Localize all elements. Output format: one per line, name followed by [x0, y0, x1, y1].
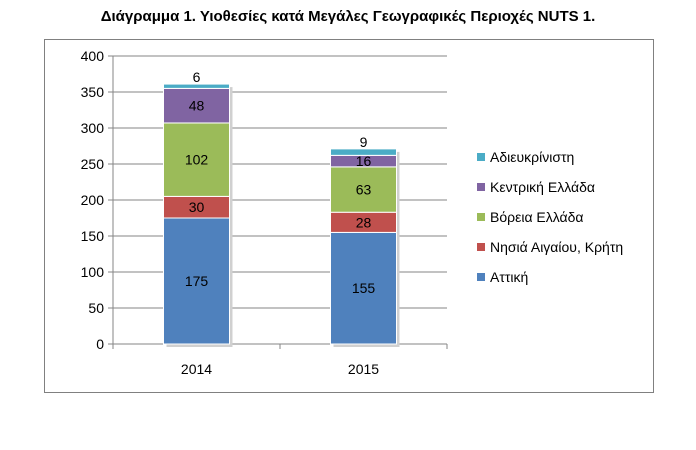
- y-tick-label: 0: [96, 336, 104, 352]
- legend-swatch: [477, 153, 485, 161]
- y-tick-label: 300: [81, 120, 105, 136]
- bar-segment: [163, 83, 230, 89]
- data-label: 48: [189, 98, 205, 114]
- legend-label: Νησιά Αιγαίου, Κρήτη: [490, 239, 623, 255]
- legend-label: Αττική: [490, 269, 528, 285]
- y-tick-label: 350: [81, 84, 105, 100]
- data-label: 6: [193, 69, 201, 85]
- data-label: 30: [189, 199, 205, 215]
- legend-swatch: [477, 213, 485, 221]
- data-label: 16: [356, 153, 372, 169]
- data-label: 175: [185, 273, 209, 289]
- y-tick-label: 200: [81, 192, 105, 208]
- y-tick-label: 150: [81, 228, 105, 244]
- legend-swatch: [477, 273, 485, 281]
- legend-swatch: [477, 183, 485, 191]
- legend-label: Βόρεια Ελλάδα: [490, 209, 584, 225]
- data-label: 155: [352, 280, 376, 296]
- data-label: 102: [185, 152, 209, 168]
- chart-title: Διάγραμμα 1. Υιοθεσίες κατά Μεγάλες Γεωγ…: [100, 8, 596, 25]
- bar-segment: [163, 217, 230, 345]
- data-label: 9: [360, 134, 368, 150]
- category-label: 2014: [181, 361, 212, 377]
- bar-segment: [163, 122, 230, 197]
- y-tick-label: 250: [81, 156, 105, 172]
- data-label: 28: [356, 214, 372, 230]
- legend-label: Κεντρική Ελλάδα: [490, 179, 595, 195]
- y-tick-label: 400: [81, 48, 105, 64]
- y-tick-label: 100: [81, 264, 105, 280]
- chart-frame: [44, 39, 654, 393]
- legend-swatch: [477, 243, 485, 251]
- category-label: 2015: [348, 361, 379, 377]
- data-label: 63: [356, 182, 372, 198]
- legend-label: Αδιευκρίνιστη: [490, 149, 574, 165]
- y-tick-label: 50: [88, 300, 104, 316]
- bar-segment: [330, 166, 397, 213]
- bar-segment: [330, 231, 397, 345]
- bar-segment: [330, 148, 397, 156]
